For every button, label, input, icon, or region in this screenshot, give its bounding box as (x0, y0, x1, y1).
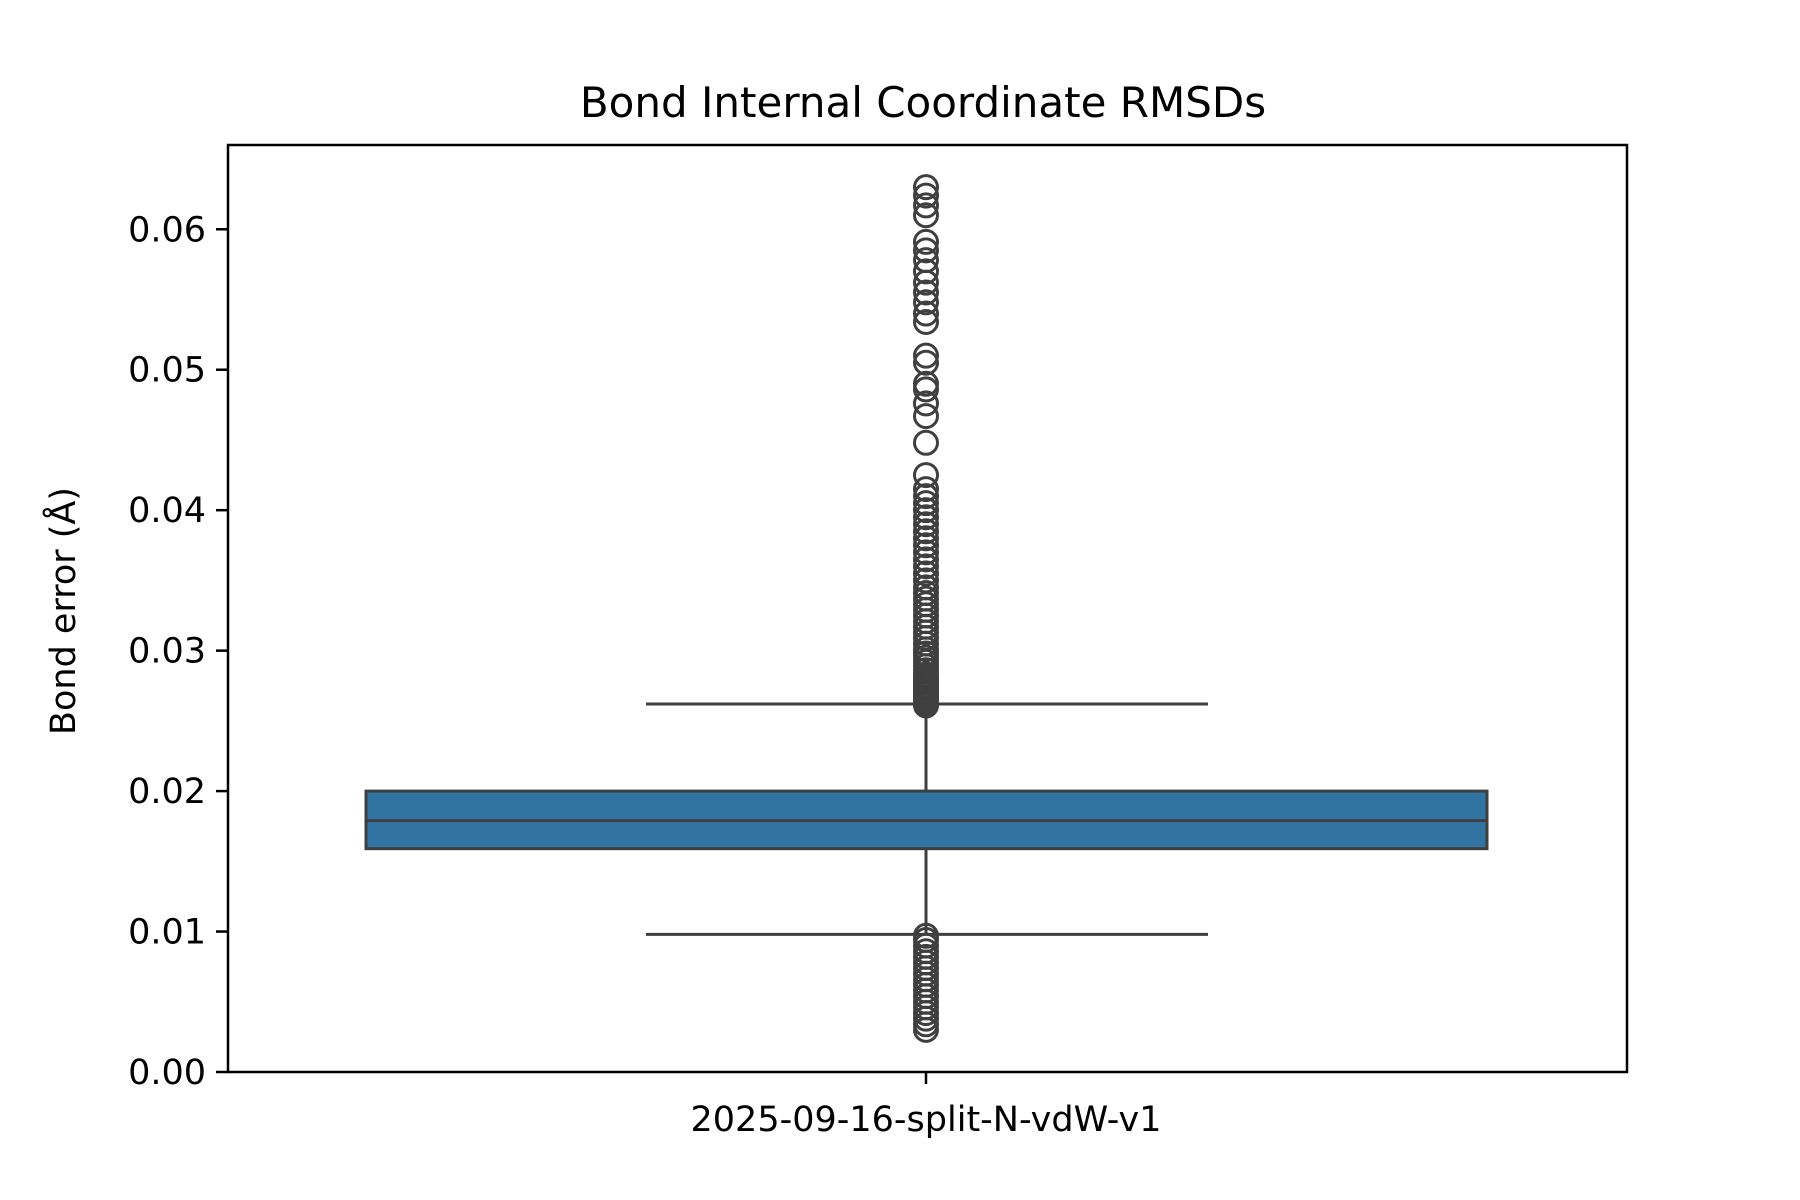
outlier-point (913, 429, 939, 456)
outlier-point (913, 247, 939, 274)
outlier-point (913, 476, 939, 503)
outlier-point (913, 300, 939, 327)
y-axis: 0.00 0.01 0.02 0.03 0.04 0.05 0.06 (128, 210, 228, 1093)
outlier-point (913, 490, 939, 517)
outlier-point (913, 462, 939, 489)
outlier-point (913, 308, 939, 335)
outlier-point (913, 539, 939, 566)
outlier-point (913, 258, 939, 285)
chart-title: Bond Internal Coordinate RMSDs (580, 78, 1266, 127)
outlier-point (913, 349, 939, 376)
outlier-point (913, 237, 939, 264)
y-tick-label: 0.06 (128, 210, 206, 250)
y-tick-label: 0.05 (128, 351, 206, 391)
outlier-point (913, 342, 939, 369)
outlier-point (913, 574, 939, 601)
y-tick-label: 0.02 (128, 772, 206, 812)
outlier-point (913, 390, 939, 417)
outlier-point (913, 504, 939, 531)
plot-area (364, 174, 1489, 1043)
outlier-point (913, 370, 939, 397)
outlier-point (913, 192, 939, 219)
outlier-point (913, 497, 939, 524)
y-tick-label: 0.01 (128, 913, 206, 953)
outlier-point (913, 483, 939, 510)
outlier-point (913, 376, 939, 403)
y-tick-label: 0.04 (128, 491, 206, 531)
x-axis: 2025-09-16-split-N-vdW-v1 (691, 1072, 1162, 1140)
outlier-point (913, 922, 939, 949)
outlier-point (913, 546, 939, 573)
outlier-point (913, 511, 939, 538)
outlier-point (913, 518, 939, 545)
outlier-point (913, 202, 939, 229)
outlier-point (913, 560, 939, 587)
outlier-point (913, 289, 939, 316)
plot-frame (226, 143, 1629, 1074)
outlier-point (913, 553, 939, 580)
outlier-point (913, 403, 939, 430)
y-tick-label: 0.00 (128, 1053, 206, 1093)
outlier-point (913, 532, 939, 559)
outlier-point (913, 228, 939, 255)
outlier-point (913, 279, 939, 306)
outlier-point (913, 182, 939, 209)
outlier-point (913, 525, 939, 552)
y-tick-label: 0.03 (128, 632, 206, 672)
outlier-point (913, 567, 939, 594)
y-axis-label: Bond error (Å) (41, 487, 84, 735)
outlier-point (913, 174, 939, 201)
x-tick-label: 2025-09-16-split-N-vdW-v1 (691, 1100, 1162, 1140)
